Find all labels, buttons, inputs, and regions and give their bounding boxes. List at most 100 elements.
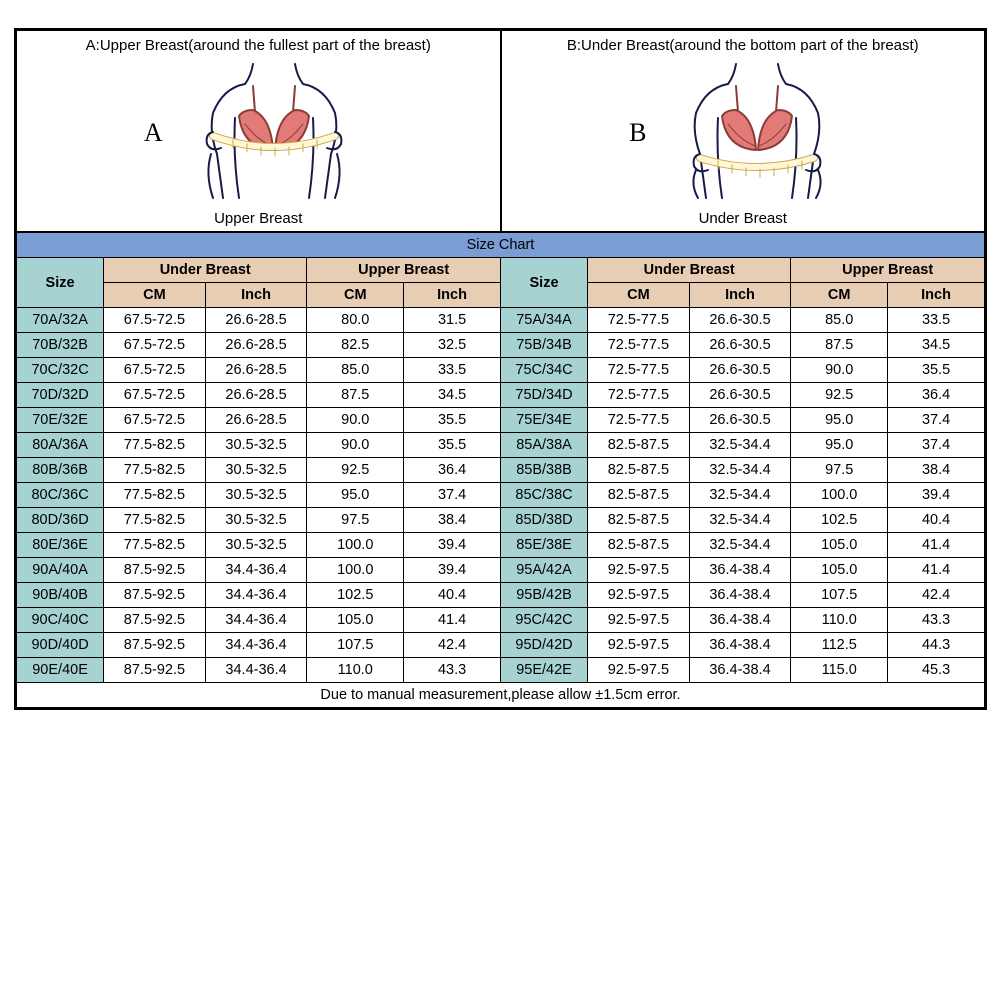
table-row: 90D/40D87.5-92.534.4-36.4107.542.495D/42…: [17, 633, 985, 658]
measure-cell: 41.4: [404, 608, 501, 633]
size-chart-table: Size Chart Size Under Breast Upper Breas…: [16, 232, 985, 708]
measure-cell: 67.5-72.5: [104, 408, 206, 433]
measure-cell: 92.5: [307, 458, 404, 483]
measure-cell: 87.5: [307, 383, 404, 408]
table-row: 80A/36A77.5-82.530.5-32.590.035.585A/38A…: [17, 433, 985, 458]
measure-cell: 30.5-32.5: [205, 458, 307, 483]
hdr-upper-cm-r: CM: [791, 283, 888, 308]
size-cell: 90D/40D: [17, 633, 104, 658]
measure-cell: 42.4: [404, 633, 501, 658]
size-cell: 70B/32B: [17, 333, 104, 358]
measure-cell: 34.4-36.4: [205, 658, 307, 683]
hdr-under-right: Under Breast: [588, 258, 791, 283]
measure-cell: 80.0: [307, 308, 404, 333]
measure-cell: 95.0: [307, 483, 404, 508]
measure-cell: 87.5-92.5: [104, 633, 206, 658]
hdr-under-cm-r: CM: [588, 283, 690, 308]
measure-cell: 36.4-38.4: [689, 633, 791, 658]
measure-cell: 35.5: [888, 358, 985, 383]
measure-cell: 105.0: [307, 608, 404, 633]
measure-cell: 82.5-87.5: [588, 433, 690, 458]
measure-cell: 42.4: [888, 583, 985, 608]
measure-cell: 67.5-72.5: [104, 333, 206, 358]
measure-cell: 31.5: [404, 308, 501, 333]
measure-cell: 32.5-34.4: [689, 433, 791, 458]
measure-cell: 72.5-77.5: [588, 333, 690, 358]
hdr-upper-inch-l: Inch: [404, 283, 501, 308]
table-row: 80C/36C77.5-82.530.5-32.595.037.485C/38C…: [17, 483, 985, 508]
measure-cell: 87.5: [791, 333, 888, 358]
size-cell: 90B/40B: [17, 583, 104, 608]
measure-cell: 72.5-77.5: [588, 383, 690, 408]
diagram-a-cell: A:Upper Breast(around the fullest part o…: [16, 30, 501, 232]
note-row: Due to manual measurement,please allow ±…: [17, 683, 985, 708]
measure-cell: 112.5: [791, 633, 888, 658]
measure-cell: 40.4: [404, 583, 501, 608]
hdr-under-inch-r: Inch: [689, 283, 791, 308]
measure-cell: 90.0: [307, 408, 404, 433]
measure-cell: 90.0: [307, 433, 404, 458]
size-cell: 80D/36D: [17, 508, 104, 533]
measure-cell: 36.4-38.4: [689, 558, 791, 583]
measure-cell: 115.0: [791, 658, 888, 683]
measure-cell: 92.5-97.5: [588, 558, 690, 583]
measure-cell: 92.5-97.5: [588, 608, 690, 633]
diagram-a-title: A:Upper Breast(around the fullest part o…: [21, 37, 496, 54]
measure-cell: 26.6-28.5: [205, 383, 307, 408]
measure-cell: 107.5: [791, 583, 888, 608]
measure-cell: 30.5-32.5: [205, 533, 307, 558]
measure-cell: 87.5-92.5: [104, 608, 206, 633]
measure-cell: 77.5-82.5: [104, 508, 206, 533]
measure-cell: 35.5: [404, 408, 501, 433]
measure-cell: 34.4-36.4: [205, 583, 307, 608]
measure-cell: 67.5-72.5: [104, 308, 206, 333]
measure-cell: 37.4: [888, 408, 985, 433]
header-row-1: Size Under Breast Upper Breast Size Unde…: [17, 258, 985, 283]
hdr-under-inch-l: Inch: [205, 283, 307, 308]
size-cell: 80E/36E: [17, 533, 104, 558]
size-cell: 70E/32E: [17, 408, 104, 433]
measure-cell: 95.0: [791, 408, 888, 433]
measure-cell: 100.0: [307, 558, 404, 583]
measure-cell: 37.4: [404, 483, 501, 508]
size-cell: 95A/42A: [500, 558, 587, 583]
measurement-diagrams-row: A:Upper Breast(around the fullest part o…: [16, 30, 985, 232]
size-cell: 85C/38C: [500, 483, 587, 508]
size-cell: 95B/42B: [500, 583, 587, 608]
table-row: 70E/32E67.5-72.526.6-28.590.035.575E/34E…: [17, 408, 985, 433]
size-cell: 80A/36A: [17, 433, 104, 458]
table-row: 70D/32D67.5-72.526.6-28.587.534.575D/34D…: [17, 383, 985, 408]
measure-cell: 32.5-34.4: [689, 508, 791, 533]
measure-cell: 36.4: [404, 458, 501, 483]
hdr-upper-left: Upper Breast: [307, 258, 501, 283]
hdr-upper-inch-r: Inch: [888, 283, 985, 308]
measure-cell: 95.0: [791, 433, 888, 458]
size-cell: 95C/42C: [500, 608, 587, 633]
measure-cell: 38.4: [888, 458, 985, 483]
size-cell: 90E/40E: [17, 658, 104, 683]
size-cell: 95E/42E: [500, 658, 587, 683]
measure-cell: 72.5-77.5: [588, 308, 690, 333]
table-row: 80B/36B77.5-82.530.5-32.592.536.485B/38B…: [17, 458, 985, 483]
measure-cell: 39.4: [404, 533, 501, 558]
measure-cell: 30.5-32.5: [205, 433, 307, 458]
size-cell: 75A/34A: [500, 308, 587, 333]
table-row: 80D/36D77.5-82.530.5-32.597.538.485D/38D…: [17, 508, 985, 533]
measure-cell: 92.5-97.5: [588, 583, 690, 608]
size-cell: 95D/42D: [500, 633, 587, 658]
measure-cell: 44.3: [888, 633, 985, 658]
table-row: 70C/32C67.5-72.526.6-28.585.033.575C/34C…: [17, 358, 985, 383]
measure-cell: 87.5-92.5: [104, 583, 206, 608]
measure-cell: 32.5-34.4: [689, 483, 791, 508]
measure-cell: 100.0: [307, 533, 404, 558]
measure-cell: 82.5-87.5: [588, 508, 690, 533]
measure-cell: 82.5-87.5: [588, 533, 690, 558]
upper-breast-illustration: [183, 58, 373, 208]
measure-cell: 92.5-97.5: [588, 633, 690, 658]
measure-cell: 97.5: [307, 508, 404, 533]
diagram-b-title: B:Under Breast(around the bottom part of…: [506, 37, 981, 54]
table-row: 90C/40C87.5-92.534.4-36.4105.041.495C/42…: [17, 608, 985, 633]
measure-cell: 34.5: [404, 383, 501, 408]
measure-cell: 110.0: [791, 608, 888, 633]
hdr-under-left: Under Breast: [104, 258, 307, 283]
